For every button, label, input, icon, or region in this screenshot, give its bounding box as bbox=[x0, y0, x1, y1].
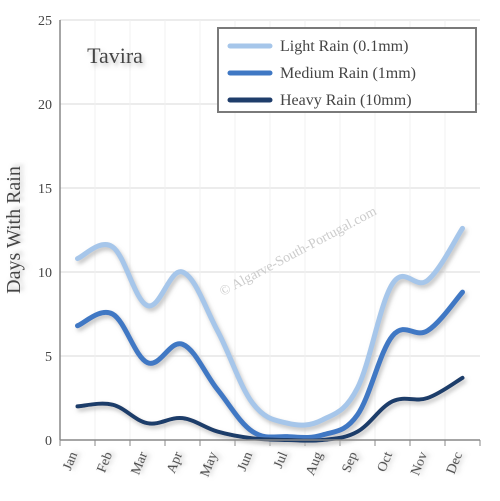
rain-days-chart: 0510152025© Algarve-South-Portugal.comJa… bbox=[0, 0, 500, 501]
legend-label-2: Heavy Rain (10mm) bbox=[280, 92, 412, 109]
y-tick-label: 20 bbox=[38, 98, 52, 113]
legend-label-1: Medium Rain (1mm) bbox=[280, 65, 416, 82]
chart-title: Tavira bbox=[87, 43, 143, 68]
legend-label-0: Light Rain (0.1mm) bbox=[280, 38, 408, 55]
y-tick-label: 0 bbox=[45, 434, 52, 449]
y-tick-label: 10 bbox=[38, 266, 52, 281]
chart-svg: 0510152025© Algarve-South-Portugal.comJa… bbox=[0, 0, 500, 501]
y-tick-label: 25 bbox=[38, 14, 52, 29]
y-axis-label: Days With Rain bbox=[3, 166, 25, 294]
y-tick-label: 5 bbox=[45, 350, 52, 365]
y-tick-label: 15 bbox=[38, 182, 52, 197]
